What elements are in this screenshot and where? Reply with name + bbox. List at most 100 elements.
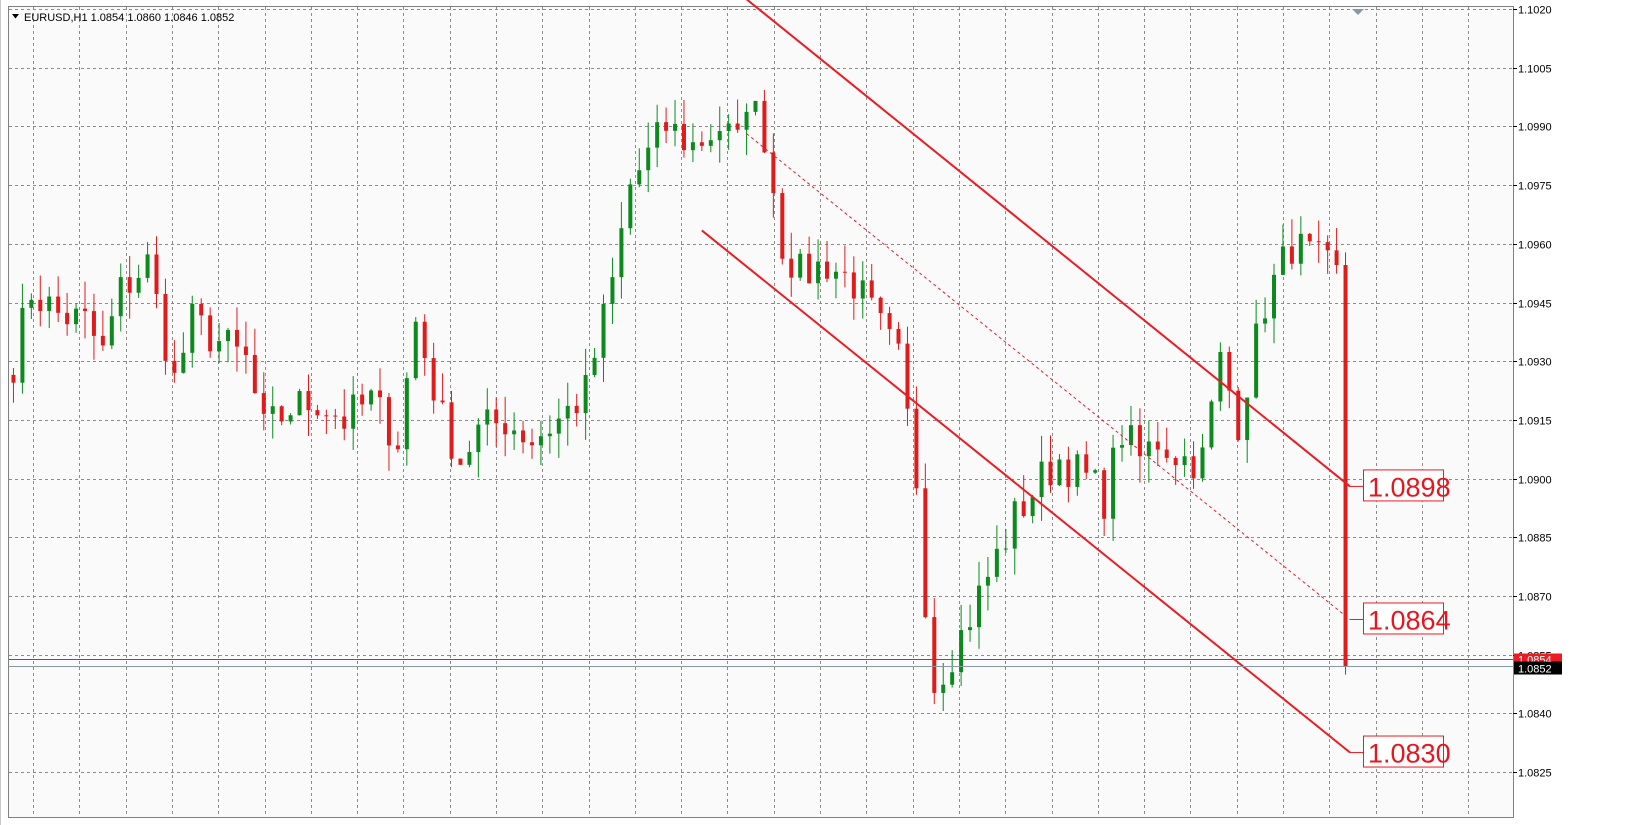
candle-up bbox=[968, 627, 973, 631]
candle-down bbox=[342, 416, 347, 429]
candle-down bbox=[1316, 241, 1321, 243]
candle-up bbox=[1128, 425, 1133, 446]
candle-up bbox=[369, 390, 374, 405]
candle-up bbox=[1111, 447, 1116, 519]
candle-down bbox=[100, 335, 105, 346]
price-axis: 1.1020 1.1005 1.0990 1.0975 1.0960 1.0945 1.09… bbox=[1513, 5, 1562, 780]
candle-up bbox=[288, 415, 293, 422]
candle-down bbox=[1236, 390, 1241, 441]
candle-up bbox=[547, 433, 552, 437]
level-label-box bbox=[1363, 735, 1444, 768]
candle-down bbox=[422, 321, 427, 359]
candle-up bbox=[592, 357, 597, 376]
candle-up bbox=[404, 378, 409, 450]
candle-up bbox=[351, 394, 356, 429]
candle-down bbox=[1066, 459, 1071, 487]
candle-up bbox=[637, 170, 642, 185]
candle-up bbox=[1003, 548, 1008, 550]
candle-down bbox=[1334, 250, 1339, 266]
candle-up bbox=[610, 277, 615, 304]
candle-down bbox=[431, 358, 436, 401]
candle-down bbox=[1173, 457, 1178, 466]
candle-up bbox=[20, 307, 25, 383]
candle-down bbox=[878, 297, 883, 314]
candle-up bbox=[136, 277, 141, 293]
candle-up bbox=[673, 123, 678, 131]
candle-up bbox=[601, 303, 606, 358]
candle-up bbox=[109, 316, 114, 346]
candle-up bbox=[1298, 233, 1303, 264]
candle-down bbox=[1155, 441, 1160, 450]
candle-down bbox=[923, 488, 928, 618]
candle-down bbox=[762, 100, 767, 153]
candle-down bbox=[82, 308, 87, 312]
plot-frame bbox=[8, 6, 1514, 818]
candle-down bbox=[261, 393, 266, 414]
candle-down bbox=[664, 122, 669, 131]
candle-up bbox=[270, 406, 275, 414]
candle-up bbox=[816, 261, 821, 284]
candle-down bbox=[699, 142, 704, 146]
candle-down bbox=[1164, 449, 1169, 458]
level-label-text: 1.0898 bbox=[1368, 472, 1451, 502]
candle-down bbox=[56, 296, 61, 313]
level-label-text: 1.0864 bbox=[1368, 605, 1451, 635]
candle-up bbox=[1075, 454, 1080, 487]
candle-down bbox=[360, 394, 365, 405]
candle-up bbox=[29, 299, 34, 308]
bid-price-tag-label: 1.0852 bbox=[1518, 664, 1552, 676]
scroll-marker-icon[interactable] bbox=[1352, 9, 1364, 15]
candle-up bbox=[297, 391, 302, 416]
candle-up bbox=[717, 131, 722, 141]
symbol-header: EURUSD,H1 1.0854 1.0860 1.0846 1.0852 bbox=[24, 12, 234, 24]
candle-down bbox=[887, 313, 892, 329]
candle-up bbox=[1280, 246, 1285, 275]
candle-down bbox=[234, 329, 239, 347]
candle-down bbox=[1137, 425, 1142, 457]
candle-down bbox=[324, 415, 329, 417]
channel-level-labels: 1.0898 1.0864 1.0830 bbox=[1350, 469, 1451, 769]
candle-down bbox=[1325, 242, 1330, 251]
candle-down bbox=[1289, 246, 1294, 264]
candle-down bbox=[771, 152, 776, 194]
channel-lower-line bbox=[701, 229, 1351, 754]
regression-channel[interactable] bbox=[389, 0, 1351, 754]
candle-up bbox=[628, 184, 633, 229]
candle-up bbox=[1254, 323, 1259, 398]
candle-up bbox=[47, 296, 52, 312]
candle-down bbox=[503, 423, 508, 435]
candle-up bbox=[1209, 401, 1214, 448]
y-tick-label: 1.1005 bbox=[1518, 64, 1552, 76]
candle-up bbox=[226, 329, 231, 342]
bid-price-tag bbox=[1514, 661, 1562, 675]
candle-up bbox=[833, 271, 838, 279]
candle-up bbox=[1272, 274, 1277, 319]
candle-up bbox=[190, 303, 195, 353]
candle-up bbox=[941, 684, 946, 693]
candle-down bbox=[1102, 470, 1107, 519]
candle-down bbox=[11, 374, 16, 383]
candle-up bbox=[145, 254, 150, 278]
candle-up bbox=[690, 142, 695, 151]
y-tick-label: 1.0990 bbox=[1518, 122, 1552, 134]
symbol-dropdown-icon[interactable] bbox=[12, 14, 19, 19]
y-tick-label: 1.0900 bbox=[1518, 475, 1552, 487]
candle-up bbox=[476, 424, 481, 453]
candle-up bbox=[1218, 351, 1223, 402]
candle-down bbox=[243, 346, 248, 356]
y-tick-label: 1.0840 bbox=[1518, 709, 1552, 721]
candle-up bbox=[1182, 456, 1187, 466]
candle-up bbox=[512, 430, 517, 435]
candle-down bbox=[440, 400, 445, 403]
candle-up bbox=[1245, 397, 1250, 441]
candle-up bbox=[753, 100, 758, 112]
candle-up bbox=[1120, 445, 1125, 448]
y-tick-label: 1.0885 bbox=[1518, 533, 1552, 545]
candle-up bbox=[467, 452, 472, 465]
candle-up bbox=[413, 321, 418, 379]
candle-up bbox=[1057, 459, 1062, 486]
candle-down bbox=[529, 442, 534, 446]
candle-down bbox=[1084, 454, 1089, 473]
candle-down bbox=[154, 254, 159, 294]
